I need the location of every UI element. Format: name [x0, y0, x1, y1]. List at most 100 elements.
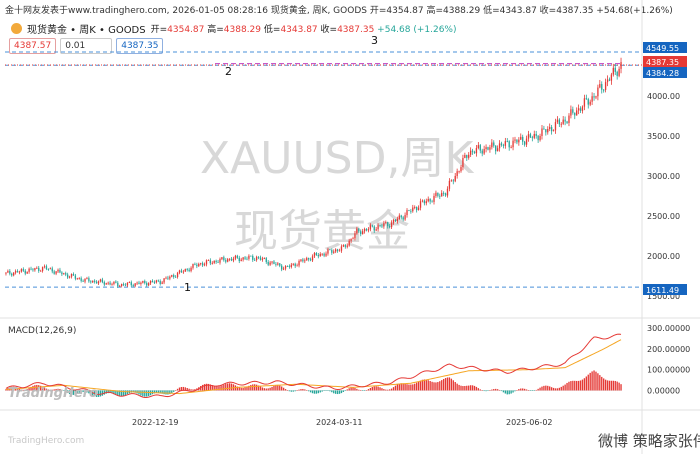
- candle-body: [610, 74, 613, 81]
- macd-histogram-bar: [282, 387, 285, 391]
- macd-histogram-bar: [344, 390, 346, 391]
- candle-body: [111, 283, 113, 285]
- macd-histogram-bar: [157, 390, 159, 394]
- candle-body: [294, 263, 296, 267]
- macd-histogram-bar: [336, 390, 339, 395]
- macd-histogram-bar: [53, 389, 55, 391]
- macd-histogram-bar: [66, 390, 69, 394]
- macd-histogram-bar: [126, 390, 129, 395]
- candle-body: [471, 150, 474, 152]
- macd-tick-label: 100.00000: [647, 366, 690, 375]
- candle-body: [296, 265, 298, 267]
- candle-body: [333, 251, 335, 253]
- candle-body: [257, 256, 260, 258]
- candle-body: [20, 269, 23, 272]
- candle-body: [514, 139, 516, 141]
- macd-histogram-bar: [520, 388, 522, 391]
- candle-body: [43, 266, 46, 268]
- macd-histogram-bar: [495, 388, 497, 391]
- candle-body: [288, 266, 291, 268]
- macd-histogram-bar: [304, 389, 306, 391]
- macd-histogram-bar: [529, 390, 532, 391]
- candle-body: [26, 271, 28, 274]
- price-tick-label: 4000.00: [647, 92, 680, 101]
- candle-body: [331, 249, 333, 253]
- candle-body: [400, 215, 402, 218]
- candle-body: [196, 264, 198, 267]
- candle-body: [412, 207, 414, 212]
- candle-body: [279, 263, 281, 266]
- bid-box[interactable]: 4387.57: [9, 38, 57, 54]
- price-tag: [643, 284, 687, 295]
- macd-dea-line: [5, 339, 622, 395]
- macd-histogram-bar: [269, 387, 271, 391]
- macd-histogram-bar: [549, 386, 551, 391]
- candle-body: [365, 228, 368, 231]
- candle-body: [385, 222, 387, 224]
- candle-body: [259, 257, 262, 260]
- macd-histogram-bar: [431, 381, 433, 391]
- candle-body: [217, 261, 219, 263]
- macd-histogram-bar: [512, 390, 514, 393]
- candle-body: [221, 257, 223, 260]
- macd-histogram-bar: [400, 383, 402, 391]
- macd-histogram-bar: [591, 371, 593, 391]
- macd-histogram-bar: [84, 390, 86, 392]
- macd-histogram-bar: [599, 375, 601, 391]
- macd-histogram-bar: [26, 389, 28, 391]
- candle-body: [408, 210, 410, 211]
- macd-histogram-bar: [57, 388, 59, 391]
- candle-body: [267, 262, 269, 265]
- macd-histogram-bar: [194, 389, 196, 391]
- macd-histogram-bar: [261, 387, 264, 391]
- macd-histogram-bar: [342, 390, 345, 392]
- candle-body: [527, 134, 530, 139]
- candle-body: [244, 257, 246, 259]
- candle-body: [51, 268, 53, 272]
- macd-histogram-bar: [377, 386, 379, 391]
- watermark-name: 现货黄金: [234, 206, 410, 257]
- candle-body: [211, 262, 213, 264]
- candle-body: [82, 280, 84, 282]
- candle-body: [155, 280, 158, 283]
- candle-body: [498, 143, 501, 149]
- candle-body: [340, 246, 343, 251]
- candle-body: [182, 271, 185, 273]
- candle-body: [394, 219, 397, 222]
- macd-histogram-bar: [427, 380, 429, 391]
- candle-body: [464, 155, 466, 158]
- macd-histogram-bar: [286, 390, 289, 391]
- macd-histogram-bar: [367, 389, 370, 391]
- macd-histogram-bar: [356, 388, 358, 391]
- candle-body: [458, 171, 460, 172]
- candle-body: [184, 269, 186, 272]
- ask-box[interactable]: 4387.35: [116, 38, 164, 54]
- macd-histogram-bar: [298, 389, 300, 391]
- symbol-name[interactable]: 现货黄金 • 周K • GOODS: [27, 25, 146, 36]
- macd-histogram-bar: [473, 385, 476, 391]
- price-tick-label: 1500.00: [647, 292, 680, 301]
- candle-body: [178, 270, 181, 273]
- macd-histogram-bar: [371, 387, 373, 391]
- price-tick-label: 3500.00: [647, 132, 680, 141]
- candle-body: [200, 263, 202, 265]
- price-tag-label: 1611.49: [646, 286, 679, 295]
- candle-body: [383, 223, 385, 227]
- candle-body: [171, 275, 173, 277]
- macd-histogram-bar: [165, 390, 167, 395]
- candle-body: [194, 263, 196, 265]
- price-tag: [643, 42, 687, 53]
- candle-body: [113, 281, 115, 284]
- macd-histogram-bar: [184, 387, 186, 391]
- macd-histogram-bar: [469, 385, 472, 391]
- macd-histogram-bar: [610, 380, 613, 391]
- macd-histogram-bar: [460, 385, 462, 391]
- macd-histogram-bar: [487, 390, 489, 391]
- macd-histogram-bar: [415, 382, 418, 391]
- candle-body: [240, 259, 242, 262]
- macd-histogram-bar: [119, 390, 121, 397]
- macd-histogram-bar: [192, 389, 194, 391]
- macd-histogram-bar: [74, 390, 77, 395]
- macd-histogram-bar: [589, 372, 591, 391]
